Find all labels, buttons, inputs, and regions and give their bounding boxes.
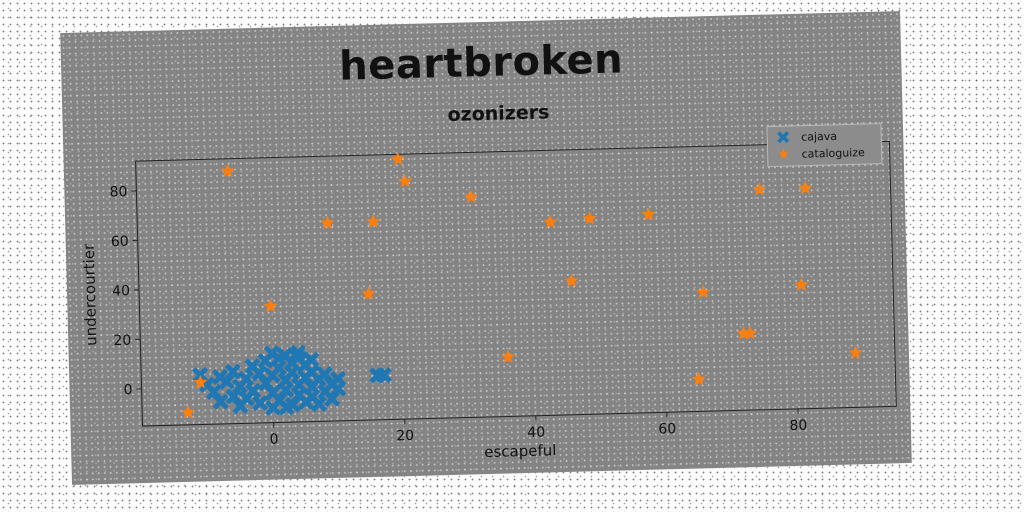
y-tick-label-4: 80 xyxy=(109,184,127,200)
x-axis-label: escapeful xyxy=(484,441,557,461)
chart-figure: heartbroken ozonizers 0 20 40 60 80 0 20 40 60 80… xyxy=(60,11,912,485)
x-tick-label-2: 40 xyxy=(527,425,545,441)
point-cataloguize-16 xyxy=(695,284,711,299)
legend-box xyxy=(766,123,883,168)
point-cataloguize-15 xyxy=(691,371,706,386)
y-tick-label-3: 60 xyxy=(111,234,129,250)
point-cajava-50 xyxy=(303,351,320,368)
point-cataloguize-20 xyxy=(794,277,809,292)
point-cataloguize-7 xyxy=(390,151,405,166)
chart-title: ozonizers xyxy=(447,101,549,126)
x-tick-label-1: 20 xyxy=(396,428,414,444)
point-cataloguize-10 xyxy=(500,349,516,364)
point-cataloguize-12 xyxy=(564,273,579,288)
point-cataloguize-6 xyxy=(366,214,381,228)
legend-marker-cataloguize xyxy=(778,148,789,159)
point-cajava-46 xyxy=(244,358,261,375)
series-cataloguize xyxy=(180,151,863,419)
point-cataloguize-5 xyxy=(361,286,376,300)
axis-ticks: 0 20 40 60 80 0 20 40 60 80 xyxy=(109,184,807,448)
point-cajava-12 xyxy=(245,382,262,400)
series-cajava xyxy=(192,344,393,416)
point-cajava-14 xyxy=(251,395,269,412)
point-cataloguize-3 xyxy=(263,298,278,313)
point-cataloguize-14 xyxy=(641,207,656,221)
point-cajava-48 xyxy=(278,399,295,416)
point-cajava-49 xyxy=(289,344,307,361)
point-cajava-47 xyxy=(265,399,282,416)
legend-label-cataloguize: cataloguize xyxy=(801,146,865,161)
point-cajava-10 xyxy=(238,370,255,387)
point-cajava-52 xyxy=(375,367,393,384)
data-points xyxy=(180,151,863,419)
point-cataloguize-1 xyxy=(193,374,208,389)
point-cataloguize-4 xyxy=(320,215,335,230)
point-cajava-5 xyxy=(218,373,235,390)
point-cataloguize-19 xyxy=(752,181,767,196)
point-cataloguize-21 xyxy=(798,180,813,195)
y-tick-label-0: 0 xyxy=(123,382,132,398)
point-cataloguize-0 xyxy=(180,404,196,419)
plot-area xyxy=(135,140,897,427)
point-cataloguize-18 xyxy=(742,325,758,340)
x-tick-label-4: 80 xyxy=(789,418,807,434)
point-cataloguize-22 xyxy=(848,345,863,360)
legend-marker-cajava xyxy=(777,131,790,144)
point-cajava-43 xyxy=(323,390,341,407)
legend: cajava cataloguize xyxy=(766,123,883,168)
y-tick-label-2: 40 xyxy=(112,283,130,299)
point-cajava-24 xyxy=(277,381,295,399)
point-cataloguize-11 xyxy=(543,214,558,229)
point-cataloguize-9 xyxy=(463,189,479,204)
y-tick-label-1: 20 xyxy=(113,333,131,349)
y-axis-label: undercourtier xyxy=(80,243,101,346)
point-cataloguize-8 xyxy=(397,173,413,188)
point-cajava-4 xyxy=(212,393,229,410)
x-tick-label-3: 60 xyxy=(658,421,676,437)
point-cajava-39 xyxy=(310,395,328,413)
scatter-chart: ozonizers 0 20 40 60 80 0 20 40 60 80 escapeful u… xyxy=(80,101,897,461)
point-cajava-7 xyxy=(224,363,242,380)
x-tick-label-0: 0 xyxy=(269,431,278,447)
point-cataloguize-13 xyxy=(582,211,597,225)
point-cajava-45 xyxy=(329,370,347,387)
point-cataloguize-2 xyxy=(220,163,235,178)
legend-label-cajava: cajava xyxy=(801,130,837,144)
